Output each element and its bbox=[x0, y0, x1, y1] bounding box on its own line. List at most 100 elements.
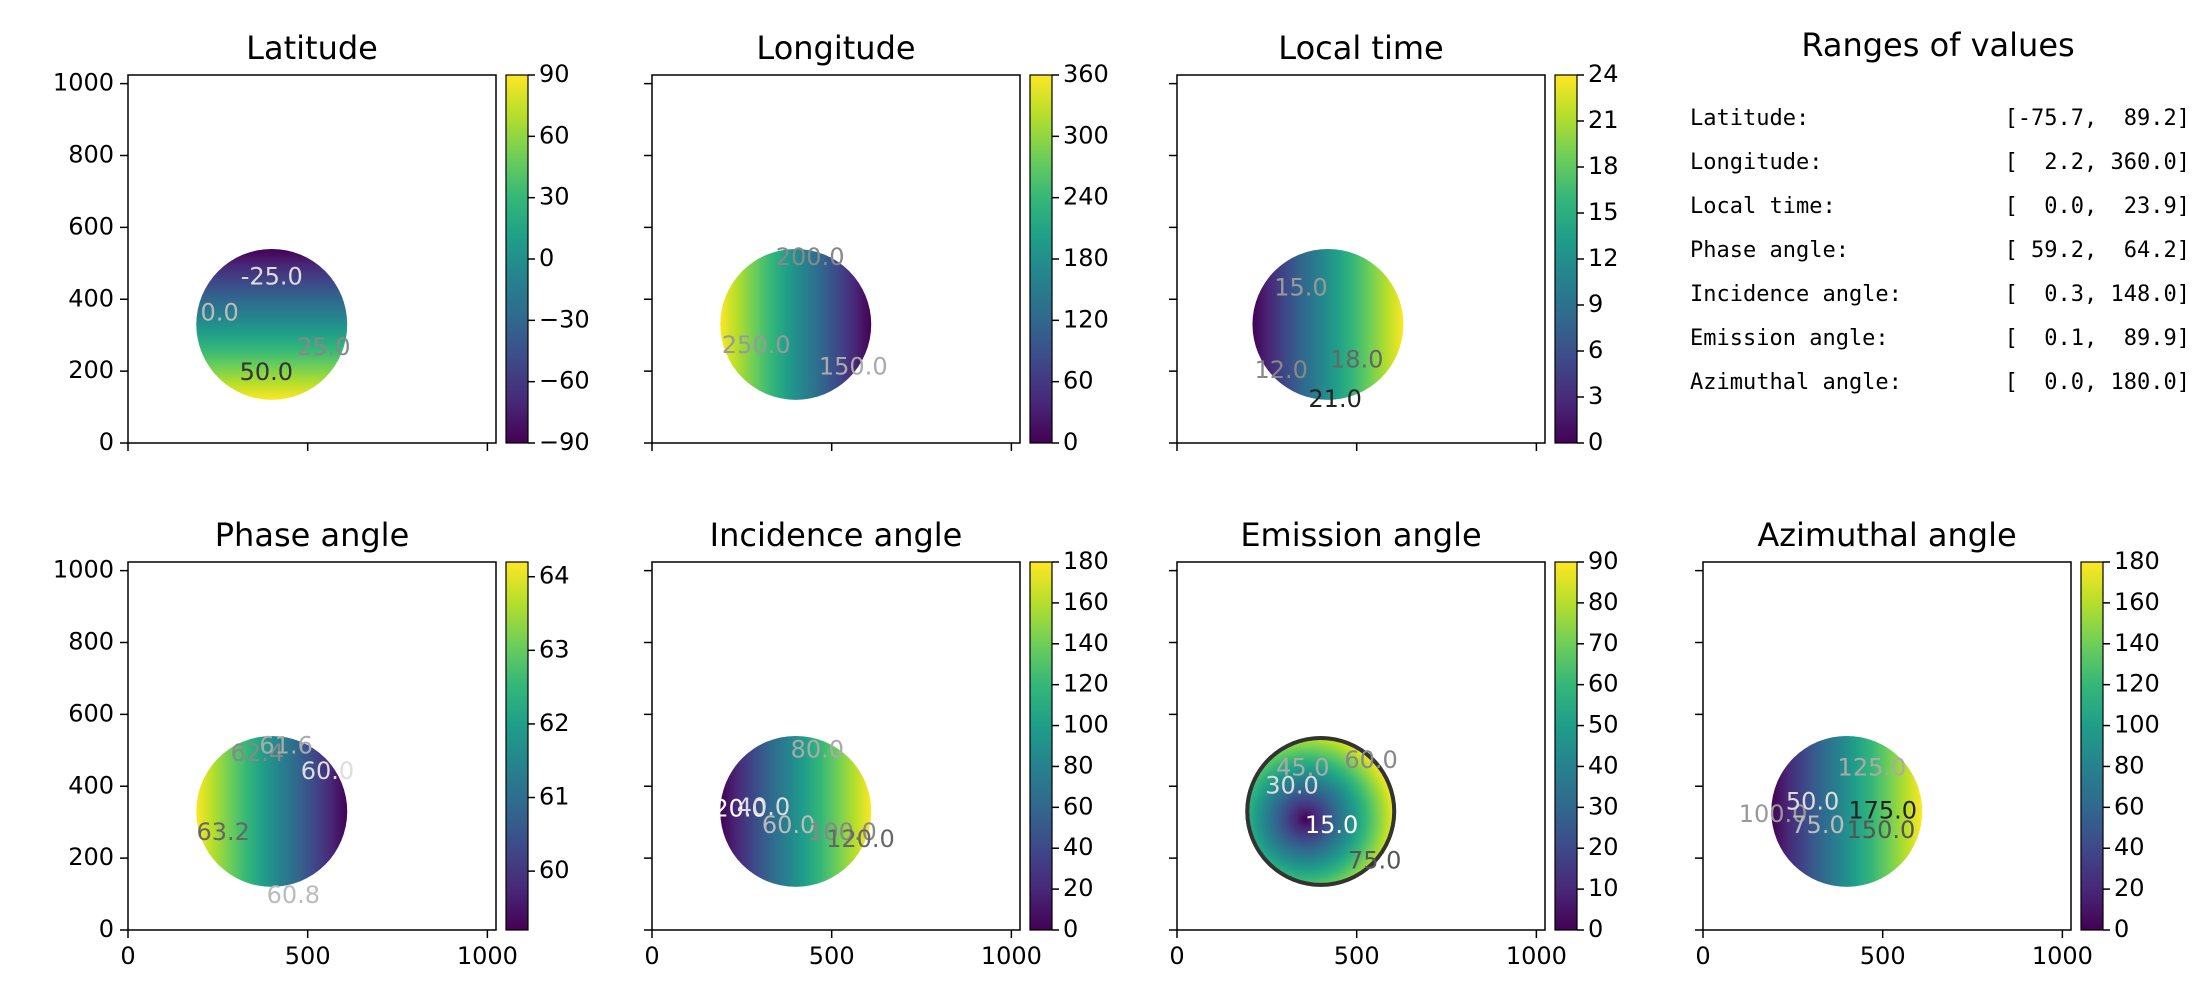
colorbar-tick-label: 90 bbox=[1588, 547, 1619, 575]
range-row-emission-angle: Emission angle: [ 0.1, 89.9] bbox=[1690, 326, 2190, 370]
x-tick-label: 1000 bbox=[457, 942, 518, 970]
colorbar-tick-label: 20 bbox=[1063, 874, 1094, 902]
x-tick-label: 1000 bbox=[1506, 942, 1567, 970]
colorbar-tick-label: 120 bbox=[1063, 670, 1109, 698]
colorbar-tick-label: 180 bbox=[1063, 547, 1109, 575]
contour-label: 60.8 bbox=[267, 881, 320, 909]
colorbar-tick-label: 60 bbox=[539, 121, 570, 149]
range-row-phase-angle: Phase angle: [ 59.2, 64.2] bbox=[1690, 238, 2190, 282]
contour-label: 20.0 bbox=[713, 795, 766, 823]
colorbar-tick-label: 9 bbox=[1588, 290, 1603, 318]
planet-disc bbox=[1771, 735, 1923, 887]
chart-panel-latitude: Latitude-25.00.025.050.00200400600800100… bbox=[53, 29, 590, 456]
range-row-incidence-angle: Incidence angle: [ 0.3, 148.0] bbox=[1690, 282, 2190, 326]
x-tick-label: 1000 bbox=[981, 942, 1042, 970]
contour-label: 30.0 bbox=[1265, 771, 1318, 799]
range-value: [ 59.2, 64.2] bbox=[2004, 238, 2190, 263]
chart-title: Longitude bbox=[756, 29, 915, 67]
contour-label: 80.0 bbox=[791, 735, 844, 763]
colorbar-tick-label: 80 bbox=[1588, 588, 1619, 616]
x-tick-label: 0 bbox=[120, 942, 135, 970]
colorbar bbox=[2080, 561, 2104, 931]
colorbar-tick-label: −30 bbox=[539, 305, 590, 333]
colorbar bbox=[1029, 561, 1053, 931]
colorbar-tick-label: 30 bbox=[1588, 792, 1619, 820]
plot-area: 200.0 250.0 150.0 bbox=[720, 243, 888, 400]
range-value: [ 0.0, 23.9] bbox=[2004, 194, 2190, 219]
range-label: Emission angle: bbox=[1690, 326, 1889, 351]
contour-label: 61.6 bbox=[259, 732, 312, 760]
range-value: [ 0.3, 148.0] bbox=[2004, 282, 2190, 307]
colorbar-tick-label: 0 bbox=[1063, 915, 1078, 943]
colorbar-tick-label: 24 bbox=[1588, 60, 1619, 88]
contour-label: 175.0 bbox=[1848, 796, 1917, 824]
contour-label: 100.0 bbox=[1739, 800, 1808, 828]
plot-area: -25.00.0 25.050.0 bbox=[196, 248, 351, 400]
colorbar-tick-label: 100 bbox=[2114, 711, 2160, 739]
contour-label: 50.0 bbox=[1786, 787, 1839, 815]
range-row-local-time: Local time: [ 0.0, 23.9] bbox=[1690, 194, 2190, 238]
contour-label: 12.0 bbox=[1255, 356, 1308, 384]
plot-area: 15.0 30.045.0 60.0 75.0 bbox=[1245, 735, 1401, 887]
chart-title: Emission angle bbox=[1240, 516, 1481, 554]
contour-label: 15.0 bbox=[1305, 811, 1358, 839]
chart-title: Phase angle bbox=[215, 516, 410, 554]
x-tick-label: 0 bbox=[644, 942, 659, 970]
colorbar-tick-label: 160 bbox=[2114, 588, 2160, 616]
colorbar-tick-label: 80 bbox=[2114, 751, 2145, 779]
x-tick-label: 1000 bbox=[2032, 942, 2093, 970]
chart-title: Azimuthal angle bbox=[1757, 516, 2016, 554]
contour-label: 150.0 bbox=[1847, 816, 1916, 844]
colorbar bbox=[505, 74, 529, 444]
range-label: Latitude: bbox=[1690, 106, 1810, 131]
colorbar-tick-label: 140 bbox=[2114, 629, 2160, 657]
contour-label: 60.0 bbox=[301, 757, 354, 785]
axes-frame bbox=[127, 561, 497, 931]
chart-panel-longitude: Longitude 200.0 250.0 150.0 0 60 120 180 240 300 3… bbox=[644, 29, 1109, 456]
colorbar-tick-label: 60 bbox=[1063, 367, 1094, 395]
colorbar-tick-label: 100 bbox=[1063, 711, 1109, 739]
colorbar bbox=[1029, 74, 1053, 444]
colorbar-tick-label: 300 bbox=[1063, 121, 1109, 149]
colorbar-tick-label: 90 bbox=[539, 60, 570, 88]
contour-label: 0.0 bbox=[201, 299, 239, 327]
contour-label: 45.0 bbox=[1276, 753, 1329, 781]
chart-panel-incidence-angle: Incidence angle 20.040.060.0 80.0 100.0120.… bbox=[644, 516, 1109, 970]
x-tick-label: 0 bbox=[1695, 942, 1710, 970]
contour-label: 150.0 bbox=[819, 353, 888, 381]
range-label: Phase angle: bbox=[1690, 238, 1849, 263]
range-label: Incidence angle: bbox=[1690, 282, 1902, 307]
planet-disc bbox=[196, 735, 348, 887]
y-tick-label: 800 bbox=[68, 628, 114, 656]
colorbar-tick-label: 160 bbox=[1063, 588, 1109, 616]
y-tick-label: 600 bbox=[68, 212, 114, 240]
colorbar-tick-label: −90 bbox=[539, 428, 590, 456]
contour-label: 62.4 bbox=[231, 739, 284, 767]
contour-label: 125.0 bbox=[1838, 753, 1907, 781]
planet-disc bbox=[196, 248, 348, 400]
contour-label: -25.0 bbox=[241, 263, 303, 291]
colorbar-tick-label: 120 bbox=[1063, 305, 1109, 333]
colorbar-tick-label: 0 bbox=[539, 244, 554, 272]
contour-label: 60.0 bbox=[762, 811, 815, 839]
y-tick-label: 600 bbox=[68, 699, 114, 727]
range-label: Longitude: bbox=[1690, 150, 1823, 175]
colorbar-tick-label: 64 bbox=[539, 562, 570, 590]
colorbar-tick-label: 30 bbox=[539, 183, 570, 211]
contour-label: 250.0 bbox=[722, 331, 791, 359]
colorbar-tick-label: 80 bbox=[1063, 751, 1094, 779]
colorbar-tick-label: 240 bbox=[1063, 183, 1109, 211]
colorbar-tick-label: 12 bbox=[1588, 244, 1619, 272]
planet-disc bbox=[720, 248, 872, 400]
colorbar-tick-label: 140 bbox=[1063, 629, 1109, 657]
x-tick-label: 500 bbox=[1334, 942, 1380, 970]
contour-label: 63.2 bbox=[197, 818, 250, 846]
y-tick-label: 1000 bbox=[53, 69, 114, 97]
range-value: [ 2.2, 360.0] bbox=[2004, 150, 2190, 175]
contour-line bbox=[1245, 735, 1397, 887]
contour-label: 120.0 bbox=[826, 825, 895, 853]
contour-label: 18.0 bbox=[1330, 345, 1383, 373]
colorbar-tick-label: 20 bbox=[1588, 833, 1619, 861]
